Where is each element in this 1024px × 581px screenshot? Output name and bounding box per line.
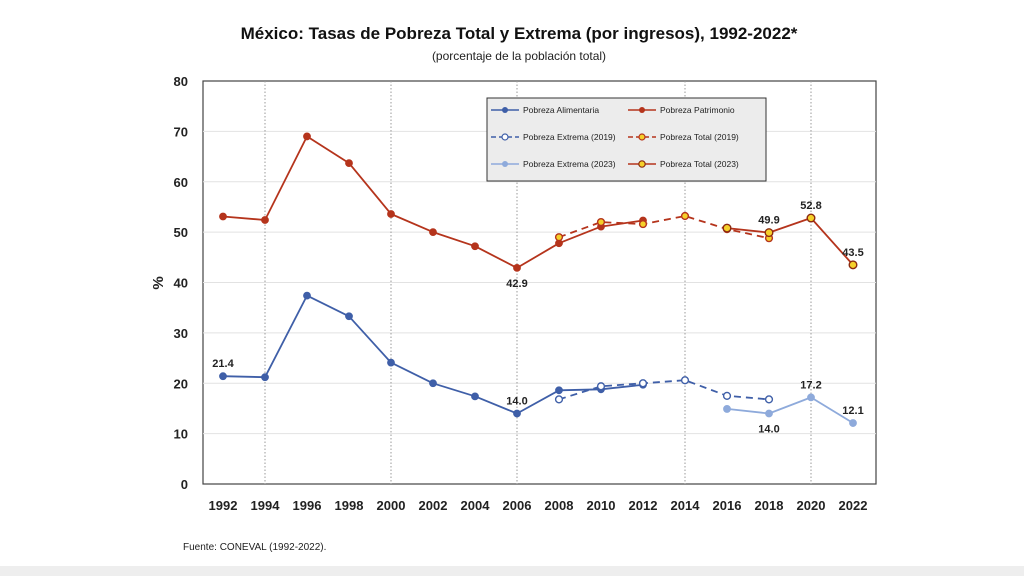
x-tick-label: 2000 [377, 498, 406, 513]
series-line-2 [558, 379, 770, 401]
data-point [554, 233, 564, 242]
series-line-0 [222, 294, 644, 415]
data-point [303, 132, 311, 141]
data-point [513, 409, 521, 418]
legend-marker [501, 133, 509, 141]
y-tick-label: 70 [174, 124, 188, 139]
legend-label: Pobreza Alimentaria [523, 105, 599, 115]
x-tick-label: 2002 [419, 498, 448, 513]
data-point [680, 211, 690, 221]
legend-marker [502, 107, 508, 113]
data-point [345, 312, 353, 321]
data-point [261, 373, 269, 382]
legend-marker [502, 161, 508, 167]
data-point [387, 358, 395, 367]
y-axis-label: % [150, 276, 167, 289]
x-tick-label: 2016 [713, 498, 742, 513]
data-point [849, 419, 857, 427]
data-label: 21.4 [212, 358, 234, 370]
data-point [722, 223, 732, 233]
chart-title: México: Tasas de Pobreza Total y Extrema… [241, 24, 798, 43]
data-point [219, 212, 227, 221]
data-point [471, 242, 479, 251]
data-point [806, 213, 816, 223]
y-tick-label: 20 [174, 376, 188, 391]
x-tick-label: 2014 [671, 498, 701, 513]
data-label: 49.9 [758, 215, 779, 227]
data-point [764, 395, 774, 404]
x-tick-label: 1994 [251, 498, 281, 513]
x-tick-label: 1992 [209, 498, 238, 513]
data-point [345, 159, 353, 168]
chart-subtitle: (porcentaje de la población total) [432, 49, 606, 63]
data-label: 14.0 [506, 395, 527, 407]
data-label: 12.1 [842, 405, 863, 417]
data-point [638, 379, 648, 388]
data-point [638, 219, 648, 229]
data-label: 42.9 [506, 278, 527, 290]
x-tick-label: 2022 [839, 498, 868, 513]
data-point [471, 392, 479, 401]
data-point [513, 263, 521, 272]
series-line-4 [726, 396, 854, 424]
x-tick-label: 2018 [755, 498, 784, 513]
y-tick-label: 80 [174, 74, 188, 89]
y-tick-label: 40 [174, 276, 188, 291]
data-label: 14.0 [758, 423, 779, 435]
legend-marker [638, 160, 646, 168]
y-tick-label: 0 [181, 477, 188, 492]
data-point [848, 260, 858, 270]
legend-label: Pobreza Total (2023) [660, 159, 739, 169]
data-point [219, 372, 227, 381]
data-point [261, 216, 269, 224]
x-tick-label: 1998 [335, 498, 364, 513]
x-tick-label: 2020 [797, 498, 826, 513]
data-point [387, 210, 395, 218]
x-tick-label: 2008 [545, 498, 574, 513]
data-point [722, 391, 732, 400]
data-point [764, 228, 774, 238]
x-tick-label: 2004 [461, 498, 491, 513]
data-point [429, 379, 437, 388]
legend-label: Pobreza Extrema (2023) [523, 159, 616, 169]
data-point [555, 386, 563, 395]
legend-label: Pobreza Total (2019) [660, 132, 739, 142]
data-label: 43.5 [842, 247, 863, 259]
data-point [765, 409, 773, 418]
x-tick-label: 2006 [503, 498, 532, 513]
legend-marker [638, 133, 646, 141]
data-point [723, 405, 731, 413]
data-point [596, 217, 606, 227]
legend-label: Pobreza Extrema (2019) [523, 132, 616, 142]
bottom-strip [0, 566, 1024, 576]
data-point [596, 382, 606, 391]
data-point [807, 393, 815, 402]
y-tick-label: 50 [174, 225, 188, 240]
y-tick-label: 60 [174, 175, 188, 190]
legend-marker [639, 107, 645, 113]
x-tick-label: 2010 [587, 498, 616, 513]
legend-label: Pobreza Patrimonio [660, 105, 735, 115]
x-tick-label: 2012 [629, 498, 658, 513]
legend: Pobreza Alimentaria Pobreza Patrimonio Pob… [486, 97, 767, 182]
x-tick-label: 1996 [293, 498, 322, 513]
plot-area: 0 10 20 30 40 50 60 70 80 1992 1994 1996 1998 2000 200… [174, 74, 877, 513]
y-tick-label: 30 [174, 326, 188, 341]
source-note: Fuente: CONEVAL (1992-2022). [183, 542, 326, 553]
legend-box [486, 97, 767, 182]
data-label: 17.2 [800, 379, 821, 391]
series-line-3 [558, 215, 770, 240]
data-point [303, 291, 311, 300]
series-line-5 [726, 217, 854, 266]
data-point [680, 376, 690, 385]
data-label: 52.8 [800, 200, 821, 212]
data-point [554, 395, 564, 404]
data-point [429, 228, 437, 237]
y-tick-label: 10 [174, 427, 188, 442]
